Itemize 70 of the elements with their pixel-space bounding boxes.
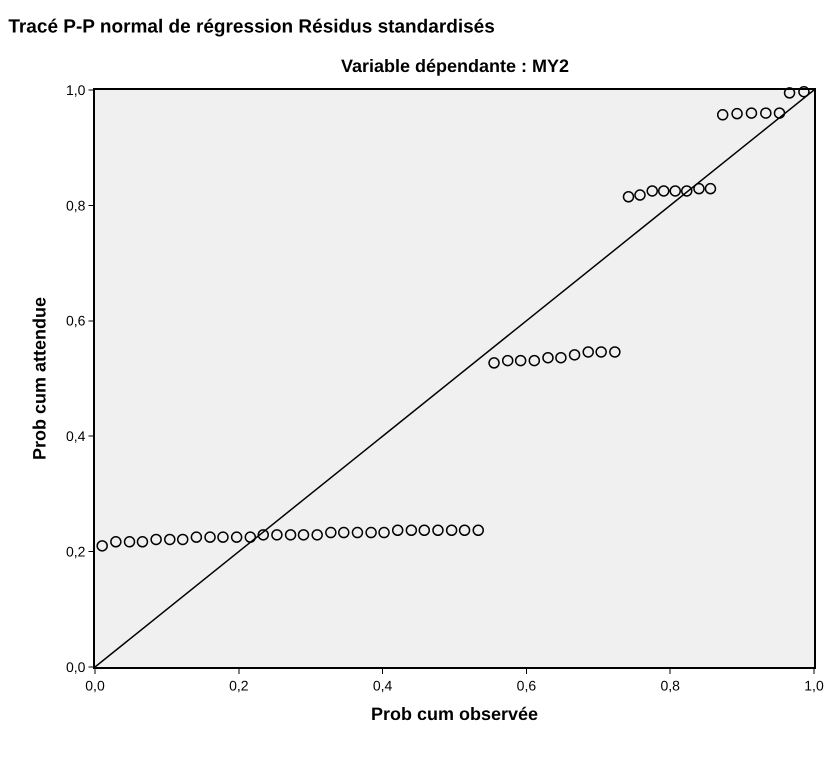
point bbox=[124, 536, 136, 548]
point bbox=[693, 182, 705, 194]
point bbox=[528, 354, 540, 366]
point bbox=[731, 108, 743, 120]
point bbox=[378, 526, 390, 538]
point bbox=[217, 531, 229, 543]
point bbox=[150, 534, 162, 546]
point bbox=[392, 524, 404, 536]
y-tick-label: 0,4 bbox=[66, 428, 86, 444]
point bbox=[458, 524, 470, 536]
point bbox=[136, 536, 148, 548]
point bbox=[298, 529, 310, 541]
point bbox=[244, 531, 256, 543]
point bbox=[582, 346, 594, 358]
point bbox=[110, 536, 122, 548]
point bbox=[230, 531, 242, 543]
x-tick-label: 0,4 bbox=[372, 678, 393, 694]
x-tick-label: 0,8 bbox=[660, 678, 680, 694]
y-tick-label: 0,6 bbox=[66, 312, 86, 329]
point bbox=[595, 346, 607, 358]
point bbox=[568, 349, 580, 361]
point bbox=[669, 185, 681, 197]
point bbox=[472, 524, 484, 536]
point bbox=[646, 185, 658, 197]
point bbox=[338, 526, 350, 538]
point bbox=[609, 346, 621, 358]
point bbox=[406, 524, 418, 536]
point bbox=[680, 185, 692, 197]
point bbox=[760, 107, 772, 119]
chart-title: Tracé P-P normal de régression Résidus standardisés bbox=[8, 16, 495, 38]
point bbox=[190, 531, 202, 543]
chart-subtitle: Variable dépendante : MY2 bbox=[341, 56, 570, 76]
x-tick-label: 0,2 bbox=[229, 678, 249, 694]
point bbox=[204, 531, 216, 543]
point bbox=[704, 182, 716, 194]
point bbox=[502, 354, 514, 366]
point bbox=[164, 534, 176, 546]
x-tick-label: 0,6 bbox=[516, 678, 536, 694]
y-tick-label: 0,8 bbox=[66, 197, 86, 214]
point bbox=[271, 529, 283, 541]
point bbox=[488, 357, 500, 369]
point bbox=[311, 529, 323, 541]
x-axis-title: Prob cum observée bbox=[370, 704, 538, 724]
point bbox=[446, 524, 458, 536]
point bbox=[746, 107, 758, 119]
point bbox=[622, 191, 634, 202]
point bbox=[365, 526, 377, 538]
point bbox=[716, 109, 728, 121]
y-tick-label: 1,0 bbox=[66, 82, 86, 98]
point bbox=[658, 185, 670, 197]
point bbox=[284, 529, 296, 541]
point bbox=[352, 526, 364, 538]
y-tick-label: 0,0 bbox=[66, 658, 86, 675]
point bbox=[784, 87, 796, 99]
point bbox=[634, 189, 646, 201]
point bbox=[418, 524, 430, 536]
point bbox=[432, 524, 444, 536]
point bbox=[325, 526, 337, 538]
point bbox=[798, 86, 810, 98]
x-tick-label: 1,0 bbox=[804, 678, 824, 694]
y-axis-title: Prob cum attendue bbox=[30, 296, 50, 460]
point bbox=[555, 352, 567, 364]
point bbox=[258, 529, 269, 541]
point bbox=[774, 107, 786, 119]
point bbox=[514, 354, 526, 366]
x-tick-label: 0,0 bbox=[85, 678, 105, 694]
point bbox=[96, 540, 108, 552]
point bbox=[542, 352, 554, 364]
point bbox=[176, 534, 188, 546]
y-tick-label: 0,2 bbox=[66, 544, 86, 560]
